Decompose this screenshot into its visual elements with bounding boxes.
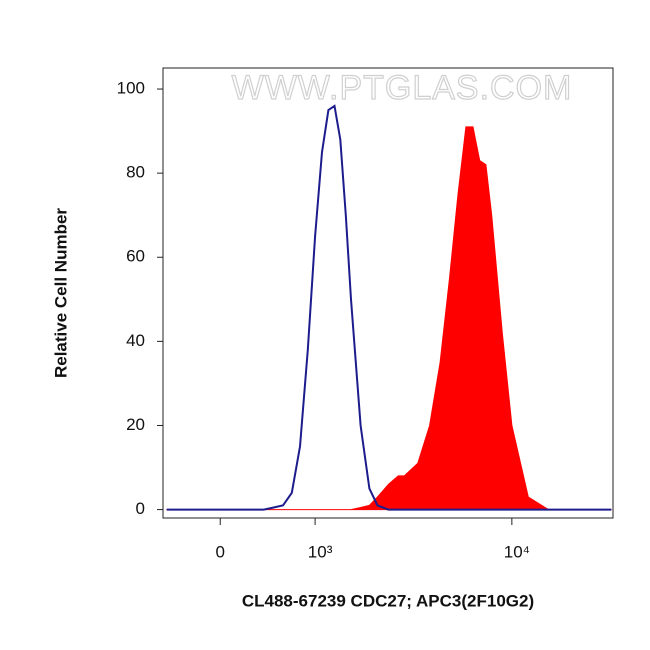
watermark: WWW.PTGLAS.COM	[232, 69, 573, 107]
y-tick-label: 40	[126, 331, 145, 350]
histogram-area	[166, 126, 612, 511]
histogram-line	[166, 104, 612, 511]
x-tick-label: 10³	[308, 542, 333, 561]
y-axis-title: Relative Cell Number	[51, 208, 70, 378]
plot-frame	[162, 67, 614, 519]
y-tick-label: 100	[117, 79, 145, 98]
y-tick-label: 80	[126, 163, 145, 182]
x-tick-label: 0	[216, 542, 225, 561]
x-tick-label: 10⁴	[504, 542, 530, 561]
y-tick-label: 20	[126, 415, 145, 434]
y-tick-label: 0	[136, 499, 145, 518]
y-tick-label: 60	[126, 247, 145, 266]
x-axis-title: CL488-67239 CDC27; APC3(2F10G2)	[242, 591, 534, 610]
